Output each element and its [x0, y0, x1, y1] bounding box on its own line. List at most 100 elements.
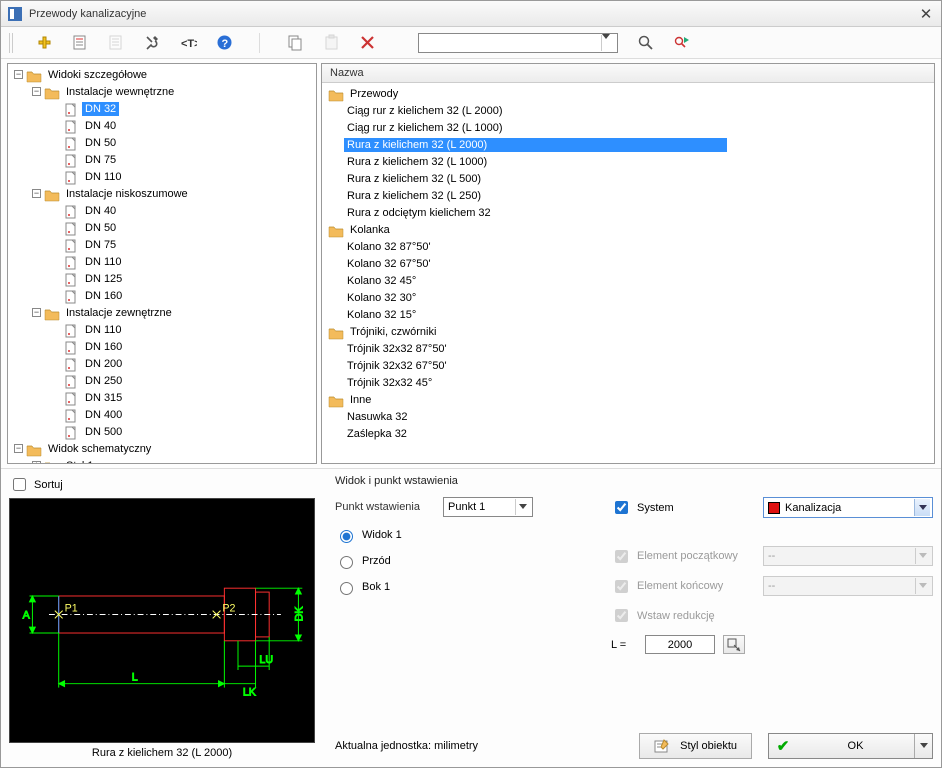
tree-row[interactable]: DN 250 [8, 372, 316, 389]
list-icon[interactable] [107, 34, 125, 52]
radio-widok1[interactable] [340, 530, 353, 543]
svg-text:LU: LU [259, 655, 273, 667]
tree-row[interactable]: DN 40 [8, 202, 316, 219]
folder-icon [328, 393, 344, 407]
list-item[interactable]: Ciąg rur z kielichem 32 (L 1000) [322, 119, 934, 136]
system-combo[interactable]: Kanalizacja [763, 497, 933, 518]
tree-row[interactable]: DN 75 [8, 236, 316, 253]
list-group[interactable]: Trójniki, czwórniki [322, 323, 934, 340]
list-group[interactable]: Inne [322, 391, 934, 408]
add-icon[interactable] [35, 34, 53, 52]
tree-row[interactable]: −Widok schematyczny [8, 440, 316, 457]
preview-svg: P1 P2 A DK L [10, 499, 314, 742]
list-item[interactable]: Kolano 32 15° [322, 306, 934, 323]
tree-row[interactable]: DN 400 [8, 406, 316, 423]
properties-icon[interactable] [71, 34, 89, 52]
radio-bok1[interactable] [340, 582, 353, 595]
find-next-icon[interactable] [672, 34, 690, 52]
search-dropdown-arrow[interactable] [601, 35, 615, 51]
tree-row[interactable]: −Instalacje niskoszumowe [8, 185, 316, 202]
tree-panel[interactable]: −Widoki szczegółowe−Instalacje wewnętrzn… [7, 63, 317, 464]
length-label: L = [611, 639, 637, 651]
preview-column: Sortuj P1 [9, 475, 315, 759]
system-checkbox[interactable] [615, 501, 628, 514]
tree-row[interactable]: DN 160 [8, 287, 316, 304]
copy-icon[interactable] [286, 34, 304, 52]
elem-end-label: Element końcowy [637, 580, 757, 592]
list-item-label: Kolano 32 87°50' [344, 240, 434, 254]
list-group-label: Inne [347, 393, 374, 407]
tree-expand-icon[interactable]: + [32, 461, 41, 464]
list-item[interactable]: Rura z kielichem 32 (L 2000) [322, 136, 934, 153]
list-item[interactable]: Trójnik 32x32 67°50' [322, 357, 934, 374]
tree-collapse-icon[interactable]: − [14, 444, 23, 453]
tree-collapse-icon[interactable]: − [14, 70, 23, 79]
tree-row[interactable]: DN 500 [8, 423, 316, 440]
paste-icon[interactable] [322, 34, 340, 52]
tree-row[interactable]: DN 160 [8, 338, 316, 355]
folder-icon [328, 223, 344, 237]
tree-row[interactable]: − Instalacje wewnętrzne [8, 83, 316, 100]
list-item[interactable]: Rura z kielichem 32 (L 1000) [322, 153, 934, 170]
length-input[interactable] [645, 635, 715, 654]
list-item[interactable]: Kolano 32 45° [322, 272, 934, 289]
list-item[interactable]: Kolano 32 30° [322, 289, 934, 306]
list-body[interactable]: PrzewodyCiąg rur z kielichem 32 (L 2000)… [322, 83, 934, 463]
list-item[interactable]: Kolano 32 67°50' [322, 255, 934, 272]
list-item[interactable]: Rura z odciętym kielichem 32 [322, 204, 934, 221]
list-group[interactable]: Przewody [322, 85, 934, 102]
svg-text:<T>: <T> [181, 38, 197, 50]
list-item[interactable]: Nasuwka 32 [322, 408, 934, 425]
tree-label: DN 250 [82, 374, 125, 388]
tree-row[interactable]: DN 75 [8, 151, 316, 168]
list-item-label: Kolano 32 30° [344, 291, 419, 305]
sort-checkbox[interactable] [13, 478, 26, 491]
tree-label: DN 110 [82, 170, 124, 184]
delete-icon[interactable] [358, 34, 376, 52]
search-input[interactable] [421, 35, 601, 51]
tree-row[interactable]: DN 110 [8, 168, 316, 185]
list-item[interactable]: Rura z kielichem 32 (L 500) [322, 170, 934, 187]
tree-row[interactable]: DN 110 [8, 253, 316, 270]
list-item[interactable]: Ciąg rur z kielichem 32 (L 2000) [322, 102, 934, 119]
tree-row[interactable]: DN 32 [8, 100, 316, 117]
tree-collapse-icon[interactable]: − [32, 308, 41, 317]
tree-label: Instalacje wewnętrzne [63, 85, 177, 99]
list-item[interactable]: Trójnik 32x32 87°50' [322, 340, 934, 357]
list-header[interactable]: Nazwa [322, 64, 934, 83]
tree-row[interactable]: −Instalacje zewnętrzne [8, 304, 316, 321]
ok-button[interactable]: ✔ OK [768, 733, 933, 759]
pick-length-button[interactable] [723, 635, 745, 654]
list-item-label: Rura z kielichem 32 (L 500) [344, 172, 484, 186]
tree-label: DN 50 [82, 136, 119, 150]
tree-row[interactable]: DN 110 [8, 321, 316, 338]
list-item[interactable]: Trójnik 32x32 45° [322, 374, 934, 391]
page-icon [63, 170, 79, 184]
list-item-label: Nasuwka 32 [344, 410, 411, 424]
tools-icon[interactable] [143, 34, 161, 52]
tree-row[interactable]: DN 40 [8, 117, 316, 134]
text-style-icon[interactable]: <T> [179, 34, 197, 52]
list-item[interactable]: Rura z kielichem 32 (L 250) [322, 187, 934, 204]
tree-row[interactable]: DN 50 [8, 219, 316, 236]
style-button[interactable]: Styl obiektu [639, 733, 752, 759]
close-button[interactable]: ✕ [917, 5, 935, 23]
list-item[interactable]: Zaślepka 32 [322, 425, 934, 442]
tree-row[interactable]: −Widoki szczegółowe [8, 66, 316, 83]
list-item[interactable]: Kolano 32 87°50' [322, 238, 934, 255]
radio-przod[interactable] [340, 556, 353, 569]
elem-start-checkbox [615, 550, 628, 563]
help-icon[interactable]: ? [215, 34, 233, 52]
tree-collapse-icon[interactable]: − [32, 87, 41, 96]
tree-row[interactable]: DN 125 [8, 270, 316, 287]
elem-start-value: -- [768, 550, 775, 562]
search-icon[interactable] [636, 34, 654, 52]
tree-row[interactable]: DN 50 [8, 134, 316, 151]
tree-row[interactable]: +Styl 1 [8, 457, 316, 464]
list-group[interactable]: Kolanka [322, 221, 934, 238]
insertion-point-combo[interactable]: Punkt 1 [443, 497, 533, 517]
ok-dropdown-arrow[interactable] [914, 734, 932, 758]
tree-row[interactable]: DN 315 [8, 389, 316, 406]
tree-row[interactable]: DN 200 [8, 355, 316, 372]
tree-collapse-icon[interactable]: − [32, 189, 41, 198]
